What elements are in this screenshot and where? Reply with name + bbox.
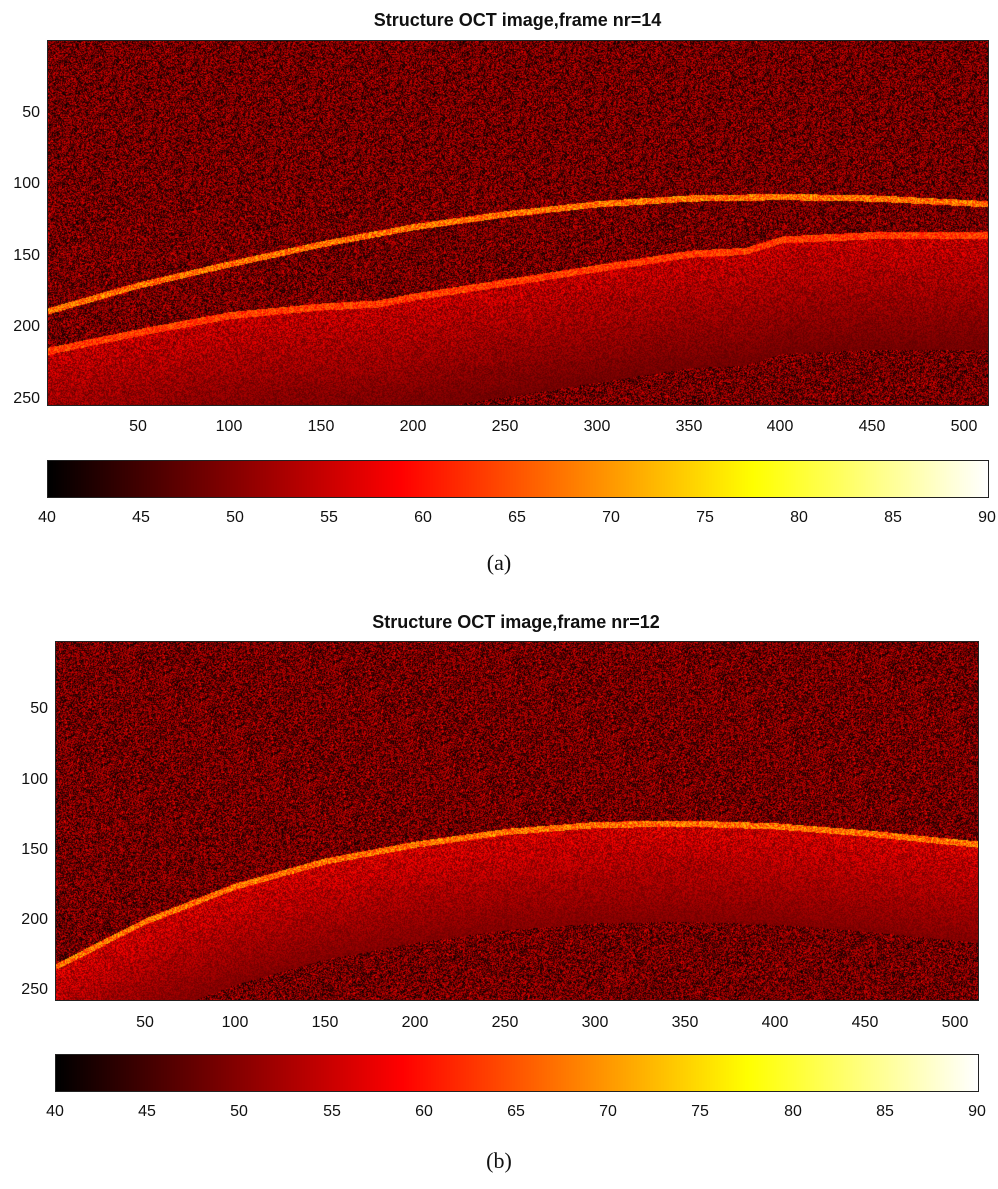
x-tick-label: 450 xyxy=(858,418,886,435)
colorbar-tick-label: 85 xyxy=(884,509,902,526)
x-tick-label: 150 xyxy=(307,418,335,435)
x-tick-label: 500 xyxy=(950,418,978,435)
x-tick-label: 300 xyxy=(583,418,611,435)
colorbar-tick-label: 75 xyxy=(691,1103,709,1120)
figure-caption: (b) xyxy=(486,1148,512,1173)
x-tick-label: 100 xyxy=(215,418,243,435)
x-tick-label: 400 xyxy=(761,1014,789,1031)
chart-title: Structure OCT image,frame nr=12 xyxy=(372,612,660,632)
x-tick-label: 500 xyxy=(941,1014,969,1031)
y-tick-label: 100 xyxy=(13,175,40,192)
colorbar-tick-label: 40 xyxy=(38,509,56,526)
colorbar-tick-label: 60 xyxy=(414,509,432,526)
colorbar-tick-label: 45 xyxy=(132,509,150,526)
x-tick-label: 100 xyxy=(221,1014,249,1031)
y-tick-label: 150 xyxy=(21,841,48,858)
chart-title: Structure OCT image,frame nr=14 xyxy=(373,10,662,30)
y-tick-label: 200 xyxy=(13,318,40,335)
colorbar-tick-label: 50 xyxy=(226,509,244,526)
y-tick-label: 200 xyxy=(21,911,48,928)
colorbar-tick-label: 85 xyxy=(876,1103,894,1120)
colorbar-tick-label: 90 xyxy=(978,509,996,526)
x-tick-label: 250 xyxy=(491,1014,519,1031)
colorbar-tick-label: 70 xyxy=(599,1103,617,1120)
x-tick-label: 150 xyxy=(311,1014,339,1031)
y-tick-label: 50 xyxy=(30,700,48,717)
figure-caption: (a) xyxy=(486,550,512,575)
colorbar xyxy=(47,460,989,498)
y-tick-label: 150 xyxy=(13,247,40,264)
y-tick-label: 250 xyxy=(13,390,40,407)
x-tick-label: 450 xyxy=(851,1014,879,1031)
oct-heatmap-image xyxy=(47,40,989,406)
y-tick-label: 50 xyxy=(22,104,40,121)
x-tick-label: 400 xyxy=(766,418,794,435)
colorbar-tick-label: 80 xyxy=(784,1103,802,1120)
colorbar-tick-label: 50 xyxy=(230,1103,248,1120)
x-tick-label: 350 xyxy=(675,418,703,435)
colorbar-tick-label: 90 xyxy=(968,1103,986,1120)
colorbar-tick-label: 60 xyxy=(415,1103,433,1120)
x-tick-label: 50 xyxy=(129,418,147,435)
colorbar-tick-label: 55 xyxy=(323,1103,341,1120)
colorbar-tick-label: 70 xyxy=(602,509,620,526)
colorbar-tick-label: 45 xyxy=(138,1103,156,1120)
y-tick-label: 250 xyxy=(21,981,48,998)
colorbar-tick-label: 40 xyxy=(46,1103,64,1120)
y-tick-label: 100 xyxy=(21,771,48,788)
oct-heatmap-image xyxy=(55,641,979,1001)
x-tick-label: 50 xyxy=(136,1014,154,1031)
colorbar-tick-label: 55 xyxy=(320,509,338,526)
colorbar-tick-label: 65 xyxy=(507,1103,525,1120)
x-tick-label: 250 xyxy=(491,418,519,435)
colorbar-tick-label: 80 xyxy=(790,509,808,526)
x-tick-label: 300 xyxy=(581,1014,609,1031)
colorbar xyxy=(55,1054,979,1092)
x-tick-label: 200 xyxy=(399,418,427,435)
x-tick-label: 200 xyxy=(401,1014,429,1031)
colorbar-tick-label: 65 xyxy=(508,509,526,526)
colorbar-tick-label: 75 xyxy=(696,509,714,526)
x-tick-label: 350 xyxy=(671,1014,699,1031)
